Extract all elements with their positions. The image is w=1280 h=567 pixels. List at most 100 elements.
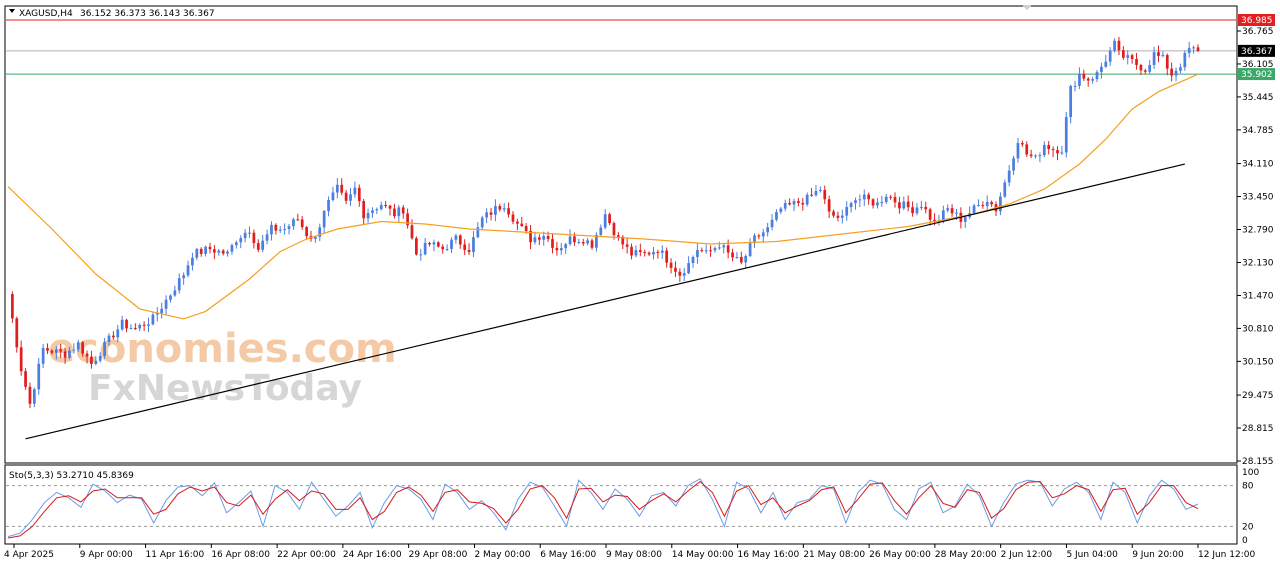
candle-body	[120, 319, 124, 330]
candle-body	[204, 246, 207, 254]
candle-body	[691, 257, 695, 264]
shift-marker-icon[interactable]	[1022, 5, 1032, 10]
candle-body	[586, 240, 589, 244]
candle-body	[643, 252, 647, 254]
symbol-label: XAGUSD,H4	[19, 9, 73, 19]
candle-body	[476, 227, 480, 238]
candle-body	[331, 192, 335, 200]
candle-body	[195, 248, 199, 258]
candle-body	[617, 235, 620, 237]
candle-body	[972, 205, 976, 214]
candle-body	[928, 209, 932, 220]
candle-body	[423, 242, 427, 255]
candle-body	[234, 242, 238, 246]
candle-body	[551, 239, 554, 248]
candle-body	[393, 208, 396, 217]
candle-body	[375, 209, 379, 211]
price-tick-label: 35.445	[1242, 93, 1274, 103]
candle-body	[753, 235, 756, 244]
trendline	[25, 163, 1185, 440]
candle-body	[511, 214, 515, 222]
candle-body	[1064, 117, 1068, 153]
candle-body	[1029, 154, 1033, 157]
candle-body	[480, 217, 484, 228]
candle-body	[665, 250, 669, 263]
candle-body	[1108, 50, 1112, 62]
candle-body	[937, 220, 941, 222]
candle-body	[1179, 67, 1182, 71]
collapse-arrow-icon[interactable]	[9, 9, 15, 13]
candle-body	[660, 250, 664, 253]
time-tick-label: 22 Apr 00:00	[277, 550, 336, 560]
candle-body	[296, 219, 300, 221]
candle-body	[94, 360, 98, 364]
candle-body	[1042, 144, 1046, 156]
candle-body	[1143, 70, 1147, 72]
candle-body	[581, 242, 585, 244]
candle-body	[1126, 55, 1130, 58]
candle-body	[529, 230, 532, 243]
candle-body	[1003, 182, 1007, 197]
candle-body	[652, 251, 655, 255]
candle-body	[862, 194, 866, 200]
candle-body	[1095, 72, 1099, 80]
candle-body	[278, 229, 282, 231]
price-tick-label: 29.475	[1242, 391, 1274, 401]
resistance-tag-label: 36.985	[1241, 16, 1273, 26]
candle-body	[823, 190, 827, 200]
resistance-tag	[1238, 14, 1275, 26]
candle-body	[248, 232, 251, 234]
current-price-tag	[1238, 44, 1275, 57]
candle-body	[546, 235, 550, 240]
candle-body	[1073, 85, 1077, 87]
candle-body	[924, 206, 928, 210]
candle-body	[832, 211, 835, 216]
candle-body	[239, 238, 243, 243]
stochastic-tick-label: 0	[1242, 536, 1248, 546]
price-tick-label: 28.155	[1242, 457, 1274, 467]
candle-body	[142, 324, 146, 326]
candle-body	[941, 210, 945, 221]
candle-body	[428, 242, 431, 245]
candle-body	[867, 194, 871, 200]
candle-body	[744, 256, 748, 263]
candle-body	[902, 201, 906, 209]
candle-body	[1056, 150, 1059, 154]
candle-body	[81, 342, 85, 354]
candle-body	[638, 250, 642, 253]
candle-body	[1012, 158, 1015, 171]
stochastic-main-line	[7, 478, 1199, 538]
candle-body	[775, 211, 778, 220]
time-tick-label: 29 Apr 08:00	[409, 550, 468, 560]
candle-body	[801, 202, 805, 205]
time-tick-label: 16 Apr 08:00	[211, 550, 270, 560]
candle-body	[1020, 143, 1024, 145]
candle-body	[819, 190, 822, 192]
stochastic-frame	[4, 464, 1238, 545]
candle-body	[11, 294, 14, 319]
candle-body	[898, 202, 901, 209]
candle-body	[116, 329, 120, 338]
candle-body	[990, 202, 993, 205]
candle-body	[906, 201, 910, 208]
candle-body	[419, 254, 423, 256]
candle-body	[68, 350, 71, 358]
candle-body	[98, 355, 102, 361]
candle-body	[845, 207, 849, 216]
candle-body	[292, 219, 295, 227]
candle-body	[19, 347, 23, 372]
current-price-tag-label: 36.367	[1241, 47, 1273, 57]
candle-body	[533, 237, 537, 243]
price-tick-label: 30.150	[1242, 357, 1274, 367]
candle-body	[955, 212, 958, 214]
candle-body	[379, 204, 383, 210]
candle-body	[129, 327, 133, 329]
candle-body	[630, 246, 633, 256]
candle-body	[177, 278, 181, 291]
candle-body	[915, 207, 919, 214]
candle-body	[252, 232, 256, 244]
price-tick-label: 33.450	[1242, 193, 1274, 203]
candle-body	[1007, 170, 1011, 183]
